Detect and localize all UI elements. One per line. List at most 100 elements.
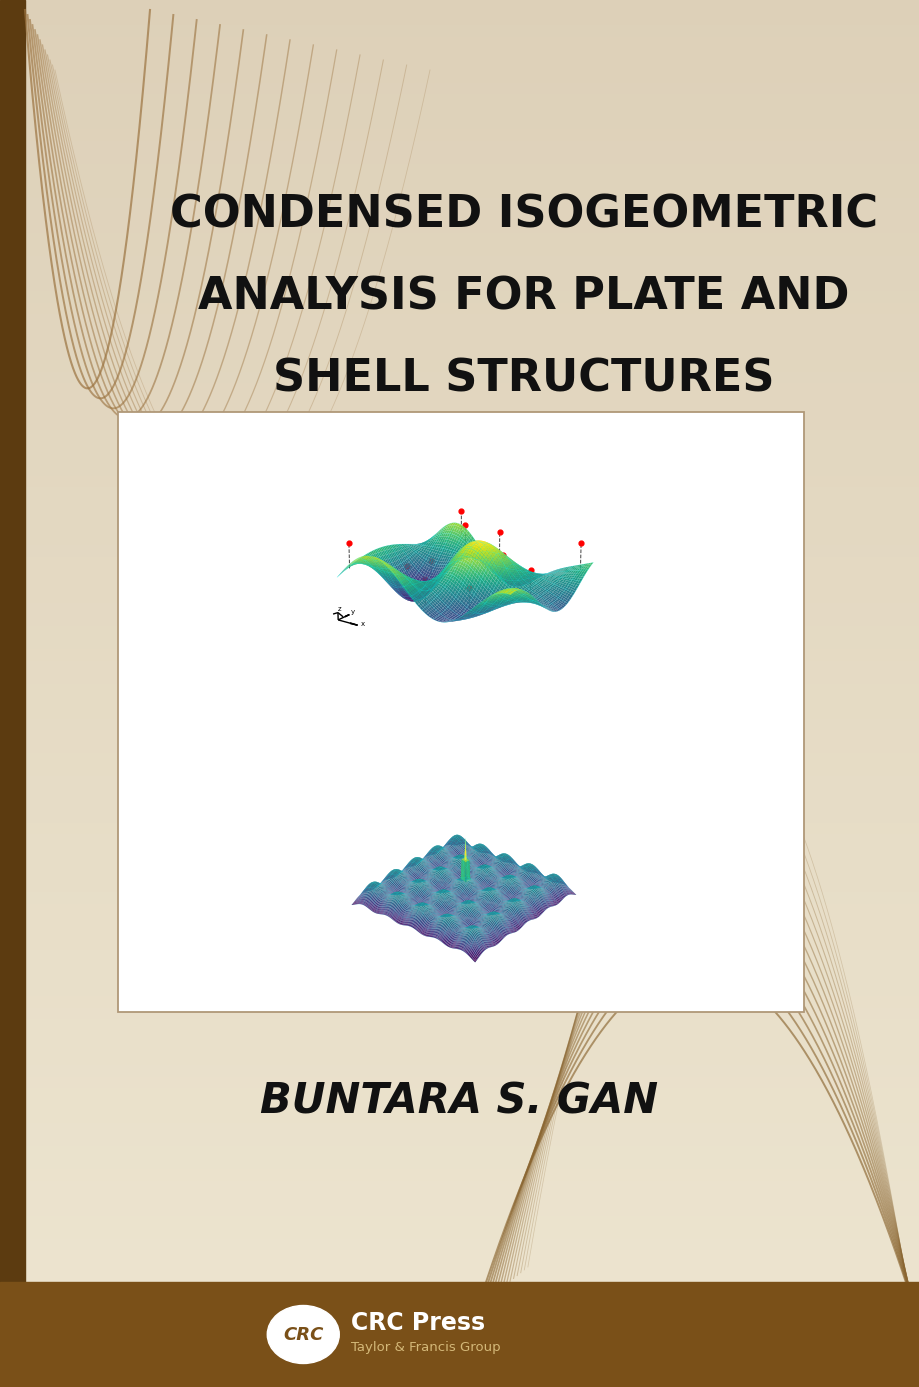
Bar	[0, 137, 919, 150]
Bar	[0, 1236, 919, 1248]
Bar	[0, 311, 919, 323]
Bar	[0, 566, 919, 578]
Bar	[0, 497, 919, 509]
Bar	[0, 635, 919, 648]
Bar	[0, 161, 919, 173]
Bar	[0, 1190, 919, 1203]
Bar	[0, 484, 919, 497]
Text: BUNTARA S. GAN: BUNTARA S. GAN	[260, 1080, 659, 1123]
Bar	[0, 462, 919, 474]
Bar	[0, 958, 919, 971]
Bar	[0, 415, 919, 427]
Bar	[0, 1329, 919, 1341]
Bar	[0, 831, 919, 843]
Bar	[0, 1143, 919, 1155]
Bar	[0, 646, 919, 659]
Bar	[0, 369, 919, 381]
Bar	[0, 612, 919, 624]
Bar	[0, 601, 919, 613]
Bar	[0, 750, 919, 763]
Bar	[0, 1212, 919, 1225]
Bar	[0, 542, 919, 555]
Bar	[0, 820, 919, 832]
Bar	[0, 196, 919, 208]
Bar	[0, 809, 919, 821]
Bar	[0, 449, 919, 462]
Bar	[0, 889, 919, 902]
Bar	[0, 716, 919, 728]
Bar	[0, 1375, 919, 1387]
Bar	[0, 1132, 919, 1144]
Bar	[0, 1294, 919, 1307]
Bar	[0, 150, 919, 162]
Bar	[0, 33, 919, 46]
Bar	[0, 774, 919, 786]
Bar	[0, 913, 919, 925]
Bar	[0, 705, 919, 717]
Bar	[0, 80, 919, 93]
Bar	[0, 878, 919, 890]
Bar	[0, 1178, 919, 1190]
Bar	[0, 1086, 919, 1099]
Bar	[0, 670, 919, 682]
Bar	[0, 508, 919, 520]
Bar	[0, 1340, 919, 1352]
Bar	[0, 276, 919, 288]
Bar	[0, 22, 919, 35]
Bar	[0, 115, 919, 128]
Bar	[0, 970, 919, 982]
Bar	[0, 0, 919, 11]
Text: CONDENSED ISOGEOMETRIC: CONDENSED ISOGEOMETRIC	[170, 193, 878, 237]
Bar	[0, 727, 919, 739]
Text: CRC Press: CRC Press	[351, 1311, 485, 1334]
Bar	[0, 126, 919, 139]
Bar	[0, 681, 919, 694]
Bar	[0, 1351, 919, 1363]
Bar	[0, 438, 919, 451]
Bar	[0, 0, 25, 1387]
Bar	[0, 473, 919, 485]
Bar	[0, 1017, 919, 1029]
Bar	[0, 739, 919, 752]
Bar	[118, 412, 804, 1013]
Bar	[0, 241, 919, 254]
Bar	[0, 935, 919, 947]
Bar	[0, 254, 919, 266]
Bar	[0, 92, 919, 104]
Text: ANALYSIS FOR PLATE AND: ANALYSIS FOR PLATE AND	[199, 276, 849, 319]
Bar	[0, 982, 919, 994]
Ellipse shape	[267, 1305, 339, 1363]
Bar	[0, 46, 919, 58]
Bar	[0, 1225, 919, 1237]
Bar	[0, 57, 919, 69]
Bar	[0, 1039, 919, 1051]
Bar	[0, 219, 919, 232]
Bar	[0, 761, 919, 774]
Bar	[0, 588, 919, 601]
Text: SHELL STRUCTURES: SHELL STRUCTURES	[273, 358, 775, 401]
Bar	[0, 1305, 919, 1318]
Bar	[0, 854, 919, 867]
Bar	[0, 1074, 919, 1086]
Bar	[0, 380, 919, 393]
Bar	[0, 553, 919, 566]
Bar	[0, 1097, 919, 1110]
Bar	[0, 924, 919, 936]
Bar	[0, 865, 919, 878]
Bar	[0, 657, 919, 670]
Bar	[0, 334, 919, 347]
Bar	[0, 1201, 919, 1214]
Bar	[0, 785, 919, 798]
Bar	[0, 1259, 919, 1272]
Text: Taylor & Francis Group: Taylor & Francis Group	[351, 1341, 501, 1354]
Bar	[0, 68, 919, 80]
Bar	[0, 623, 919, 635]
Bar	[0, 1108, 919, 1121]
Bar	[0, 947, 919, 960]
Bar	[0, 1282, 919, 1294]
Bar	[0, 519, 919, 531]
Bar	[0, 1282, 919, 1387]
Text: CRC: CRC	[283, 1326, 323, 1344]
Bar	[0, 1028, 919, 1040]
Bar	[0, 900, 919, 913]
